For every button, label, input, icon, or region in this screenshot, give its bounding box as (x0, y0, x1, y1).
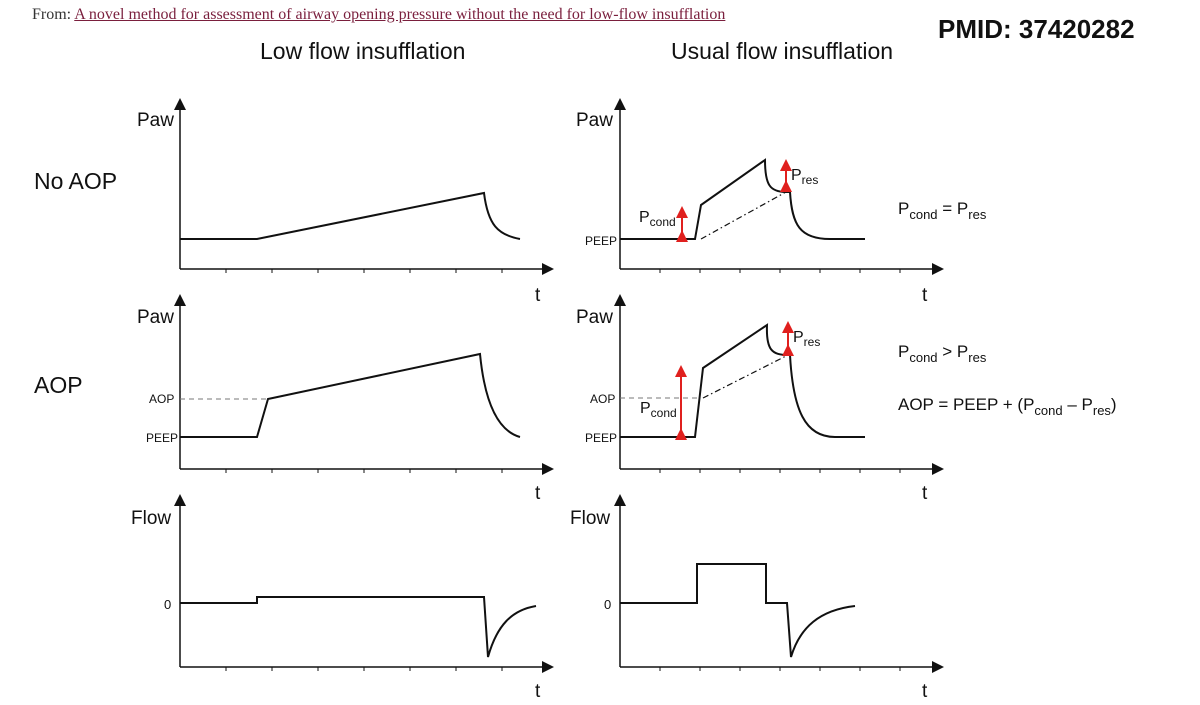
column-title-low-flow: Low flow insufflation (260, 38, 466, 64)
peep-label: PEEP (585, 431, 617, 445)
pmid-label: PMID: 37420282 (938, 14, 1135, 44)
x-axis-label: t (922, 681, 928, 702)
panel-usual-flow-no-aop: Pcond Pres Paw PEEP t (576, 98, 944, 306)
x-axis-label: t (922, 483, 928, 504)
y-axis-label: Paw (137, 307, 174, 328)
column-title-usual-flow: Usual flow insufflation (671, 38, 894, 64)
row-label-aop: AOP (34, 372, 83, 398)
figure-source-line: From: A novel method for assessment of a… (32, 6, 725, 24)
y-axis-label: Flow (131, 508, 171, 529)
pressure-trace (180, 191, 521, 240)
y-axis-label: Paw (576, 110, 613, 131)
x-ticks (225, 469, 503, 473)
x-ticks (659, 469, 901, 473)
x-axis-label: t (535, 483, 541, 504)
row-label-no-aop: No AOP (34, 168, 118, 194)
p-res-label: Pres (791, 167, 818, 187)
pressure-trace (620, 323, 865, 438)
p-cond-label: Pcond (639, 209, 676, 229)
panel-low-flow-flow: Flow 0 t (131, 494, 554, 702)
panel-usual-flow-aop: Pcond Pres Paw AOP PEEP t (576, 294, 944, 504)
p-res-label: Pres (793, 329, 820, 349)
flow-trace (620, 563, 856, 658)
p-cond-label: Pcond (640, 400, 677, 420)
peep-label: PEEP (585, 234, 617, 248)
x-axis-label: t (535, 285, 541, 306)
x-ticks (659, 667, 901, 671)
peep-label: PEEP (146, 431, 178, 445)
resistive-line (702, 354, 789, 399)
pressure-trace (180, 352, 521, 438)
equation-pcond-equals-pres: Pcond = Pres (898, 199, 987, 222)
x-axis-label: t (535, 681, 541, 702)
y-axis-label: Paw (576, 307, 613, 328)
x-axis-label: t (922, 285, 928, 306)
zero-label: 0 (164, 597, 171, 612)
from-prefix: From: (32, 6, 72, 23)
x-ticks (659, 269, 901, 273)
article-link[interactable]: A novel method for assessment of airway … (74, 6, 726, 23)
resistive-line (700, 191, 787, 240)
aop-axis-label: AOP (590, 392, 615, 406)
zero-label: 0 (604, 597, 611, 612)
y-axis-label: Flow (570, 508, 610, 529)
y-axis-label: Paw (137, 110, 174, 131)
x-ticks (225, 667, 503, 671)
panel-low-flow-no-aop: Paw t (137, 98, 554, 306)
panel-usual-flow-flow: Flow 0 t (570, 494, 944, 702)
equation-pcond-greater-pres: Pcond > Pres (898, 342, 987, 365)
x-ticks (225, 269, 503, 273)
flow-trace (180, 596, 537, 658)
equation-aop-formula: AOP = PEEP + (Pcond – Pres) (898, 395, 1117, 418)
panel-low-flow-aop: Paw AOP PEEP t (137, 294, 554, 504)
aop-axis-label: AOP (149, 392, 174, 406)
